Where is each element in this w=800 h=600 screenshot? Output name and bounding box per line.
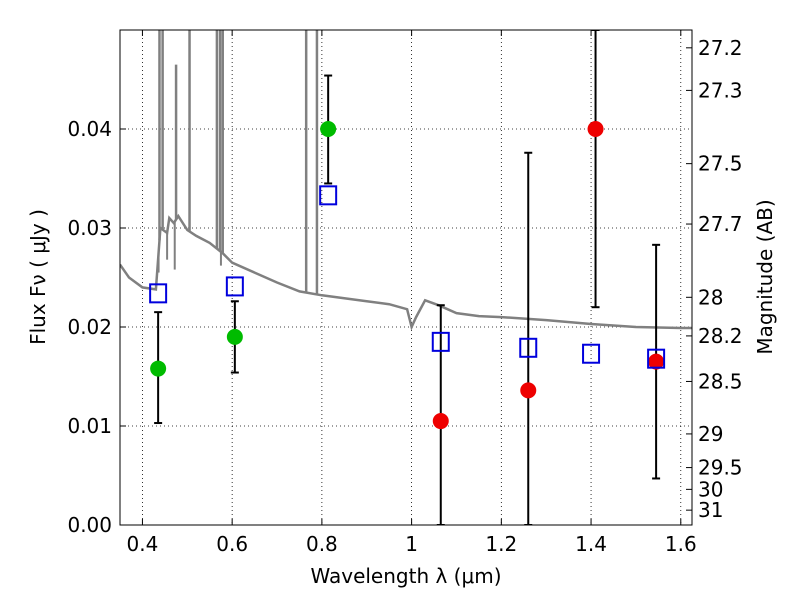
red-data-point [520, 382, 537, 399]
model-spectrum [120, 30, 692, 331]
red-data-point [587, 121, 604, 137]
model-square-marker [519, 337, 538, 358]
y2-tick-label: 28.2 [698, 324, 743, 348]
x-tick-label: 0.6 [216, 532, 248, 556]
model-square-marker [149, 283, 168, 304]
y-tick-label: 0.04 [67, 117, 112, 141]
x-tick-label: 1.2 [485, 532, 517, 556]
green-data-point [320, 121, 337, 137]
y2-tick-label: 27.7 [698, 212, 743, 236]
x-tick-label: 0.8 [306, 532, 338, 556]
x-tick-label: 1 [405, 532, 418, 556]
model-square-marker [431, 331, 450, 352]
x-tick-label: 0.4 [127, 532, 159, 556]
model-square-marker [582, 343, 601, 364]
x-axis-title: Wavelength λ (μm) [310, 564, 501, 588]
y2-tick-label: 27.3 [698, 78, 743, 102]
y2-tick-label: 31 [698, 498, 723, 522]
y2-tick-label: 27.2 [698, 36, 743, 60]
red-data-point [432, 413, 449, 430]
x-tick-label: 1.4 [575, 532, 607, 556]
red-data-point [648, 353, 665, 370]
x-axis-ticks: 0.4 0.6 0.8 1 1.2 1.4 1.6 [127, 30, 697, 556]
y-tick-label: 0.00 [67, 513, 112, 537]
y-axis-title: Flux Fν ( μJy ) [26, 209, 50, 345]
grid [120, 30, 692, 525]
model-square-marker [225, 276, 244, 297]
y-tick-label: 0.03 [67, 216, 112, 240]
data-markers [149, 121, 666, 430]
y2-tick-label: 28.5 [698, 369, 743, 393]
x-tick-label: 1.6 [665, 532, 697, 556]
y2-tick-label: 29 [698, 422, 723, 446]
spectrum-continuum [120, 213, 692, 331]
y2-tick-label: 30 [698, 477, 723, 501]
model-square-marker [647, 348, 666, 369]
y-tick-label: 0.02 [67, 315, 112, 339]
y2-tick-label: 29.5 [698, 456, 743, 480]
plot-frame [119, 29, 693, 526]
green-data-point [150, 360, 167, 377]
y-axis-ticks: 0.00 0.01 0.02 0.03 0.04 [67, 117, 126, 537]
y2-tick-label: 28 [698, 285, 723, 309]
y2-tick-label: 27.5 [698, 152, 743, 176]
green-data-point [226, 328, 243, 345]
y2-axis-title: Magnitude (AB) [753, 199, 777, 354]
y-tick-label: 0.01 [67, 414, 112, 438]
model-square-marker [319, 185, 338, 206]
